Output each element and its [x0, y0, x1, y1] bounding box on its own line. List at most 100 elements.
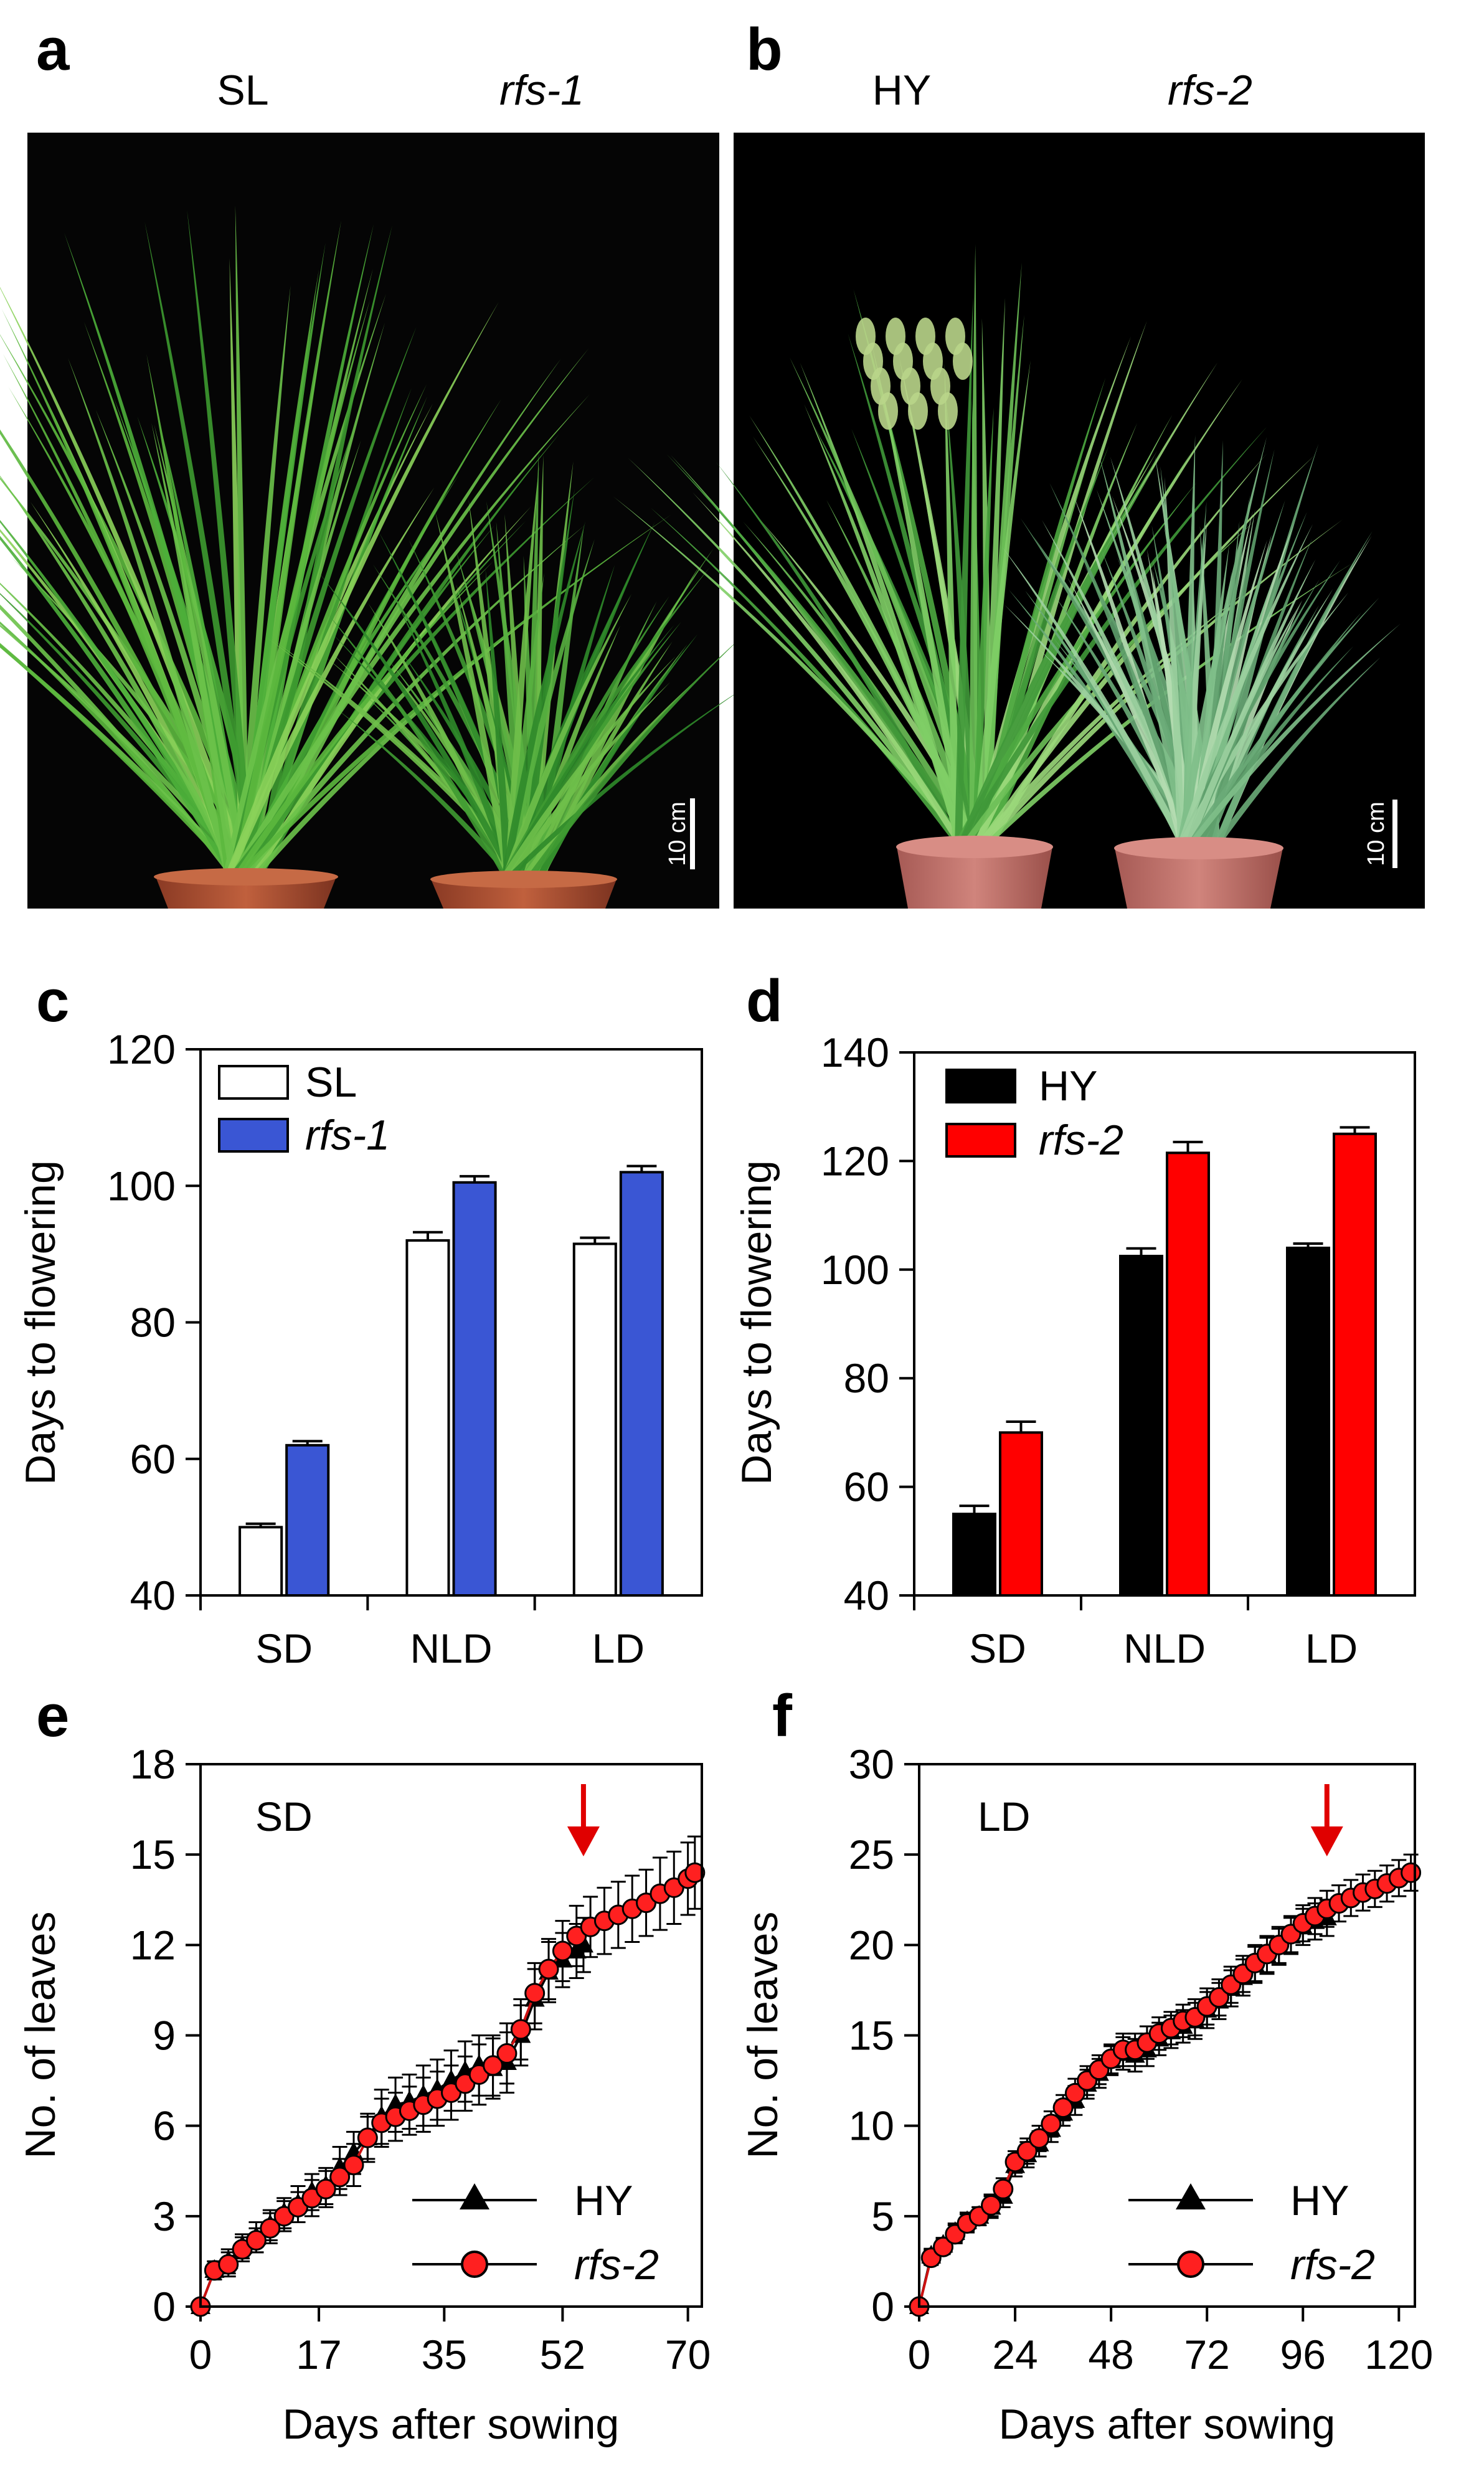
chart-e-xlabel: Days after sowing [283, 2401, 619, 2448]
chart-e-point-rfs2 [260, 2218, 281, 2239]
leaf-blade [456, 584, 527, 875]
chart-d-bar [1166, 1151, 1210, 1597]
bar-chart-c: 40 60 80 100 120 SD NLD LD SL rfs-1 Days to flo… [17, 1026, 703, 1671]
chart-f-xtick-label: 24 [992, 2331, 1037, 2378]
leaf-blade [973, 360, 1031, 844]
chart-f-legend: HY rfs-2 [1128, 2177, 1375, 2289]
leaf-blade [1192, 544, 1230, 846]
leaf-blade [1176, 592, 1348, 846]
chart-c-ytick-label: 80 [130, 1300, 176, 1346]
photo-a-pot-left-rim [154, 868, 338, 886]
photo-b-pot-right-rim [1114, 837, 1283, 859]
panicle-spikelet [953, 342, 973, 380]
panicle-spikelet [908, 392, 928, 430]
chart-d-xtick-label: LD [1305, 1625, 1358, 1671]
chart-e-point-rfs2 [552, 1940, 573, 1962]
leaf-blade [800, 362, 964, 844]
chart-c-legend: SL rfs-1 [218, 1059, 390, 1159]
panicle-spikelet [878, 392, 898, 430]
line-chart-f: 0 5 10 15 20 25 30 0 24 48 72 96 120 LD HY rfs-2 No.… [739, 1741, 1433, 2448]
chart-e-arrow-head [567, 1826, 600, 1856]
chart-c-bar [405, 1239, 450, 1597]
leaf-blade [521, 488, 575, 875]
leaf-blade [1042, 520, 1198, 846]
chart-f-ytick-label: 5 [871, 2193, 894, 2239]
leaf-blade [983, 562, 1354, 844]
chart-e-xtick-label: 70 [665, 2331, 711, 2378]
leaf-blade [944, 364, 960, 844]
leaf-blade [666, 454, 975, 844]
leaf-blade [1049, 483, 1196, 846]
leaf-blade [397, 603, 516, 875]
leaf-blade [848, 333, 980, 844]
chart-d-frame [913, 1051, 1416, 1597]
panel-letter-d: d [746, 968, 783, 1034]
panel-letter-b: b [746, 16, 783, 83]
chart-e-point-rfs2 [684, 1862, 706, 1883]
photo-b-scale-label: 10 cm [1363, 801, 1389, 866]
leaf-blade [975, 377, 1106, 844]
chart-c-xtick-label: NLD [410, 1625, 492, 1671]
chart-f-point-rfs2 [1016, 2140, 1037, 2161]
chart-f-xlabel: Days after sowing [999, 2401, 1335, 2448]
leaf-blade [502, 656, 676, 875]
chart-f-ytick-label: 15 [849, 2013, 894, 2059]
leaf-blade [650, 508, 963, 844]
legend-e-label-rfs2: rfs-2 [574, 2241, 659, 2289]
leaf-blade [232, 394, 590, 872]
chart-d-xtick-label: SD [969, 1625, 1026, 1671]
chart-f-point-rfs2 [1041, 2114, 1062, 2135]
leaf-blade [252, 396, 428, 872]
leaf-blade [972, 407, 994, 844]
leaf-blade [692, 492, 964, 844]
leaf-blade [508, 687, 745, 875]
panel-letter-a: a [36, 16, 70, 83]
leaf-blade [871, 342, 967, 844]
chart-f-ytick-label: 0 [871, 2284, 894, 2330]
leaf-blade [255, 387, 412, 872]
chart-e-ylabel: No. of leaves [17, 1912, 64, 2159]
chart-f-condition-label: LD [978, 1793, 1030, 1840]
legend-e-label-hy: HY [574, 2177, 633, 2224]
leaf-blade [537, 601, 657, 875]
leaf-blade [1067, 577, 1192, 846]
chart-c-bar [572, 1242, 617, 1597]
chart-e-point-rfs2 [329, 2166, 351, 2188]
chart-e-ytick-label: 15 [130, 1831, 176, 1878]
chart-f-point-rfs2 [993, 2178, 1014, 2199]
leaf-blade [528, 635, 744, 875]
chart-f-ytick-label: 25 [849, 1831, 894, 1878]
chart-f-arrow-head [1310, 1826, 1343, 1856]
legend-e-triangle-marker [460, 2183, 489, 2209]
photo-b-right-label: rfs-2 [1168, 67, 1252, 114]
photo-b-left-label: HY [872, 67, 931, 114]
panicle-spikelet [938, 392, 958, 430]
leaf-blade [1202, 538, 1313, 846]
legend-f-label-rfs2: rfs-2 [1290, 2241, 1375, 2289]
photo-a-pot-right-rim [430, 871, 617, 888]
chart-e-ytick-label: 6 [153, 2103, 176, 2149]
chart-d-ylabel: Days to flowering [733, 1160, 780, 1485]
leaf-blade [973, 415, 1173, 844]
leaf-blade [238, 285, 291, 872]
chart-d-bar [952, 1513, 996, 1597]
leaf-blade [1099, 454, 1189, 846]
chart-c-bar [239, 1526, 283, 1597]
leaf-blade [508, 682, 671, 875]
chart-c-ytick-label: 100 [107, 1163, 176, 1209]
legend-c-swatch-rfs1 [218, 1118, 289, 1153]
panel-letter-f: f [772, 1683, 793, 1749]
leaf-blade [68, 357, 232, 872]
chart-c-frame [199, 1048, 703, 1597]
leaf-blade [235, 205, 249, 872]
chart-e-xtick-label: 52 [540, 2331, 585, 2378]
chart-d-bar [999, 1431, 1043, 1597]
chart-e-legend: HY rfs-2 [412, 2177, 659, 2289]
legend-e-circle-marker [461, 2251, 488, 2278]
chart-d-ytick-label: 100 [821, 1247, 889, 1293]
chart-c-ylabel: Days to flowering [17, 1160, 64, 1485]
leaf-blade [961, 519, 1257, 844]
leaf-blade [233, 300, 371, 872]
leaf-blade [505, 465, 539, 875]
leaf-blade [503, 539, 595, 875]
